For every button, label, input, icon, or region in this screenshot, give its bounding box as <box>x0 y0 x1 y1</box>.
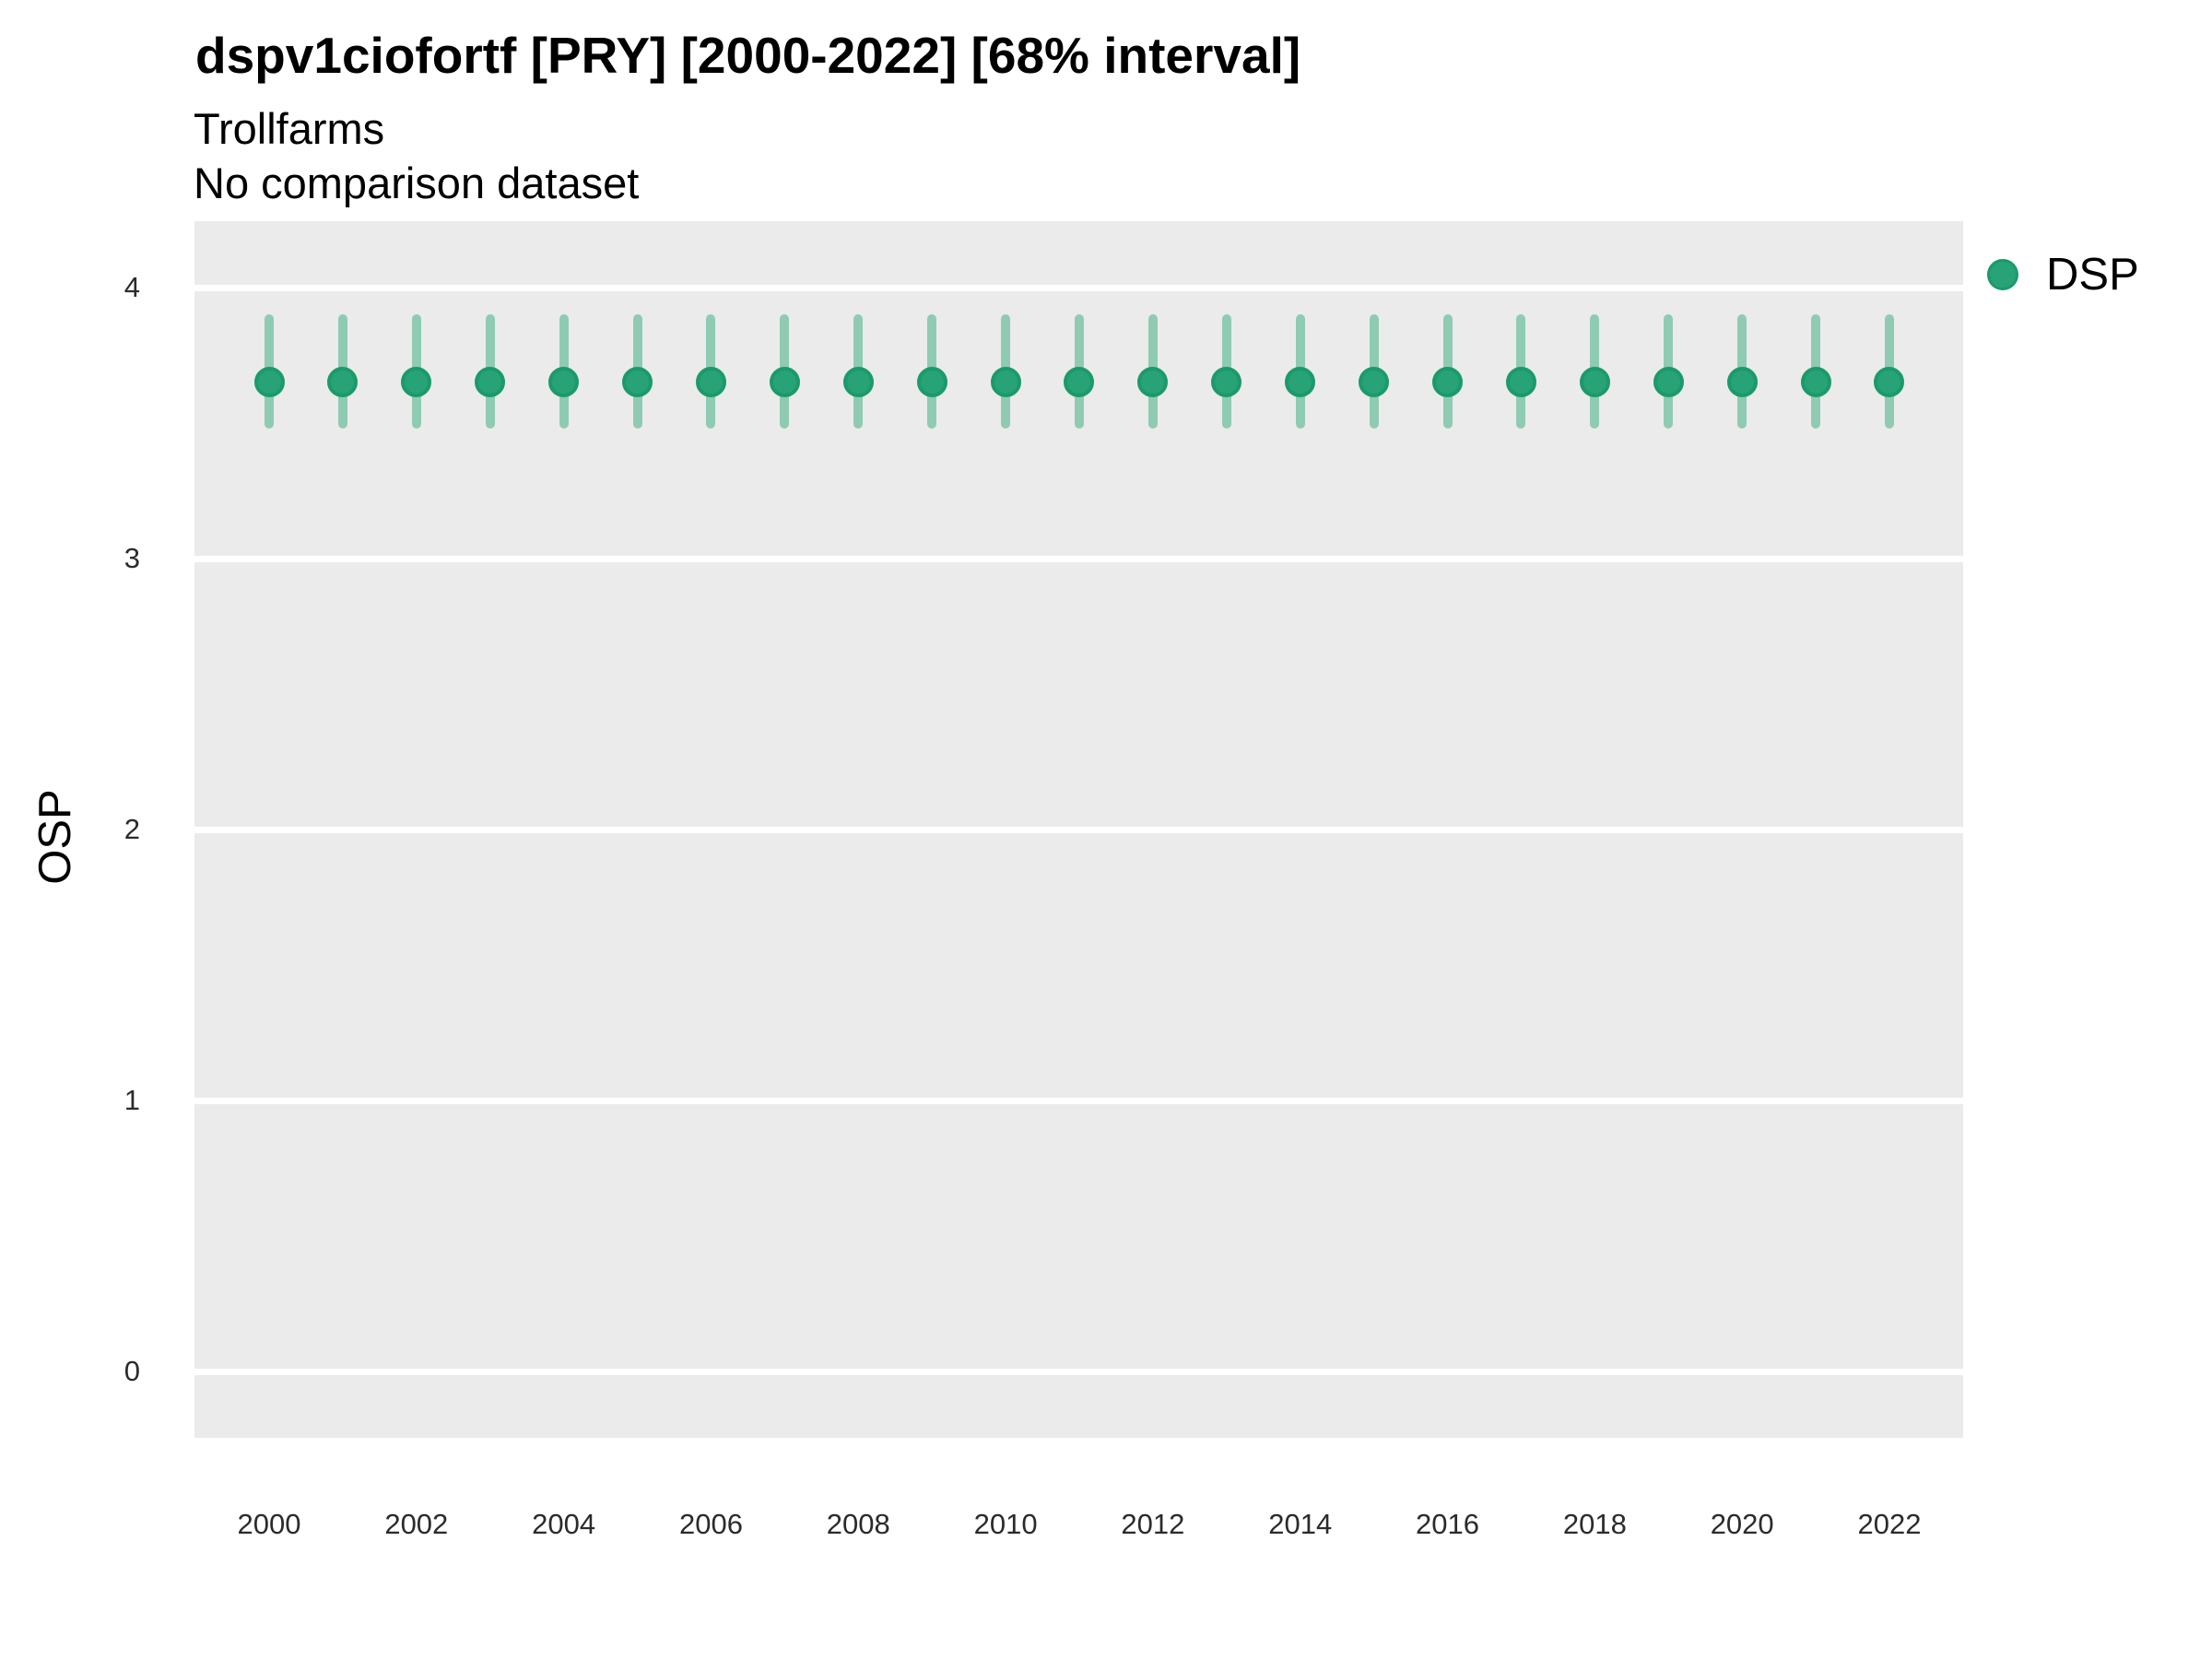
chart-subtitle: Trollfarms <box>194 104 385 153</box>
legend: DSP <box>1987 249 2139 300</box>
gridline-y-4 <box>194 284 1963 291</box>
data-point <box>548 367 580 398</box>
y-tick-label: 4 <box>124 271 140 303</box>
x-tick-label: 2010 <box>973 1508 1038 1540</box>
y-tick-label: 3 <box>124 542 140 574</box>
chart-subtitle-block: Trollfarms No comparison dataset <box>194 101 639 210</box>
x-tick-label: 2012 <box>1121 1508 1185 1540</box>
data-point <box>1874 367 1905 398</box>
data-point <box>695 367 726 398</box>
data-point <box>475 367 506 398</box>
data-point <box>1579 367 1610 398</box>
data-point <box>622 367 653 398</box>
y-tick-label: 2 <box>124 813 140 845</box>
x-tick-label: 2004 <box>532 1508 596 1540</box>
x-tick-label: 2000 <box>237 1508 301 1540</box>
x-tick-label: 2022 <box>1857 1508 1922 1540</box>
data-point <box>916 367 947 398</box>
y-tick-label: 1 <box>124 1084 140 1116</box>
data-point <box>1432 367 1464 398</box>
gridline-y-2 <box>194 826 1963 833</box>
x-tick-label: 2016 <box>1416 1508 1480 1540</box>
data-point <box>990 367 1021 398</box>
chart-title: dspv1ciofortf [PRY] [2000-2022] [68% int… <box>195 27 1301 84</box>
legend-dot-icon <box>1987 259 2018 290</box>
data-point <box>401 367 432 398</box>
x-tick-label: 2014 <box>1268 1508 1333 1540</box>
data-point <box>1726 367 1758 398</box>
legend-label: DSP <box>2046 250 2139 300</box>
plot-panel <box>194 221 1963 1438</box>
x-tick-label: 2002 <box>384 1508 449 1540</box>
gridline-y-0 <box>194 1368 1963 1375</box>
data-point <box>1800 367 1831 398</box>
x-tick-label: 2018 <box>1562 1508 1627 1540</box>
data-point <box>253 367 285 398</box>
gridline-y-1 <box>194 1097 1963 1104</box>
data-point <box>1505 367 1536 398</box>
x-tick-label: 2006 <box>678 1508 743 1540</box>
gridline-y-3 <box>194 555 1963 562</box>
x-tick-label: 2020 <box>1710 1508 1774 1540</box>
x-tick-label: 2008 <box>826 1508 890 1540</box>
data-point <box>842 367 874 398</box>
chart-note: No comparison dataset <box>194 159 640 207</box>
data-point <box>1359 367 1390 398</box>
data-point <box>769 367 800 398</box>
data-point <box>1137 367 1169 398</box>
data-point <box>1653 367 1684 398</box>
data-point <box>1285 367 1316 398</box>
data-point <box>327 367 359 398</box>
y-tick-label: 0 <box>124 1355 140 1387</box>
data-point <box>1211 367 1242 398</box>
data-point <box>1064 367 1095 398</box>
